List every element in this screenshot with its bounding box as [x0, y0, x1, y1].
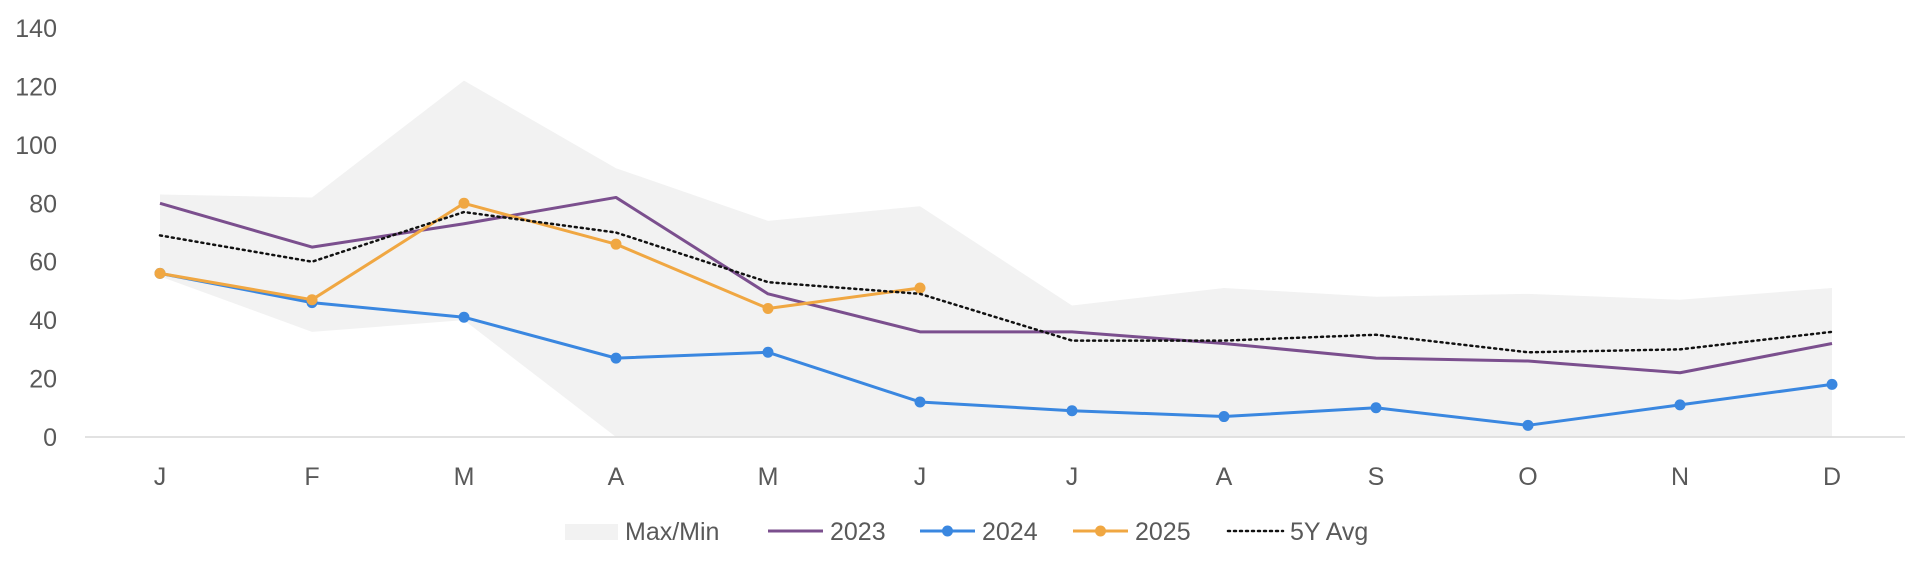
series-line [159, 201, 921, 310]
data-point [762, 302, 774, 314]
data-point [1674, 399, 1686, 411]
x-tick-label: S [1368, 463, 1385, 491]
legend-item: Max/Min [565, 518, 719, 546]
y-tick-label: 80 [29, 190, 57, 218]
series-line [158, 210, 1834, 354]
data-point [1522, 419, 1534, 431]
data-point [914, 396, 926, 408]
x-tick-label: A [1216, 463, 1233, 491]
legend-marker [1095, 525, 1106, 537]
legend-label: Max/Min [625, 518, 719, 546]
legend-item: 5Y Avg [1226, 518, 1368, 546]
x-tick-label: F [304, 463, 319, 491]
x-tick-label: J [1066, 463, 1079, 491]
series-5y-avg [158, 210, 1834, 354]
legend-label: 2024 [982, 518, 1038, 546]
y-tick-label: 100 [15, 132, 57, 160]
legend-swatch [565, 524, 618, 540]
legend-label: 2023 [830, 518, 886, 546]
data-point [610, 238, 622, 250]
legend-item: 2024 [920, 518, 1038, 546]
max-min-band [160, 80, 1832, 437]
y-tick-label: 120 [15, 73, 57, 101]
x-tick-label: M [454, 463, 475, 491]
series-line [159, 195, 1833, 375]
x-tick-label: N [1671, 463, 1689, 491]
y-tick-label: 20 [29, 366, 57, 394]
legend-marker [942, 525, 953, 537]
y-tick-label: 60 [29, 249, 57, 277]
series-line [159, 271, 1833, 427]
data-point [1066, 405, 1078, 417]
data-point [914, 282, 926, 294]
data-point [306, 294, 318, 306]
data-point [458, 197, 470, 209]
x-tick-label: O [1518, 463, 1537, 491]
x-tick-label: J [154, 463, 167, 491]
data-point [154, 267, 166, 279]
legend-item: 2025 [1073, 518, 1191, 546]
axis-layer: 0 20 40 60 80 100 120 140 J F M A M J J A S O N D [15, 15, 1905, 491]
data-point [1218, 411, 1230, 423]
data-point [762, 346, 774, 358]
x-tick-label: M [758, 463, 779, 491]
data-point [1826, 378, 1838, 390]
max-min-band-layer [160, 80, 1832, 437]
x-tick-label: A [608, 463, 625, 491]
x-tick-label: J [914, 463, 927, 491]
legend-item: 2023 [768, 518, 886, 546]
series-layer [154, 195, 1838, 431]
y-tick-label: 40 [29, 307, 57, 335]
data-point [458, 311, 470, 323]
legend: Max/Min 2023 2024 2025 5Y Avg [565, 518, 1368, 546]
series-2025 [154, 197, 926, 314]
y-tick-label: 140 [15, 15, 57, 43]
data-point [610, 352, 622, 364]
legend-label: 5Y Avg [1290, 518, 1368, 546]
series-2023 [159, 195, 1833, 375]
data-point [1370, 402, 1382, 414]
legend-label: 2025 [1135, 518, 1191, 546]
y-tick-label: 0 [43, 424, 57, 452]
x-tick-label: D [1823, 463, 1841, 491]
